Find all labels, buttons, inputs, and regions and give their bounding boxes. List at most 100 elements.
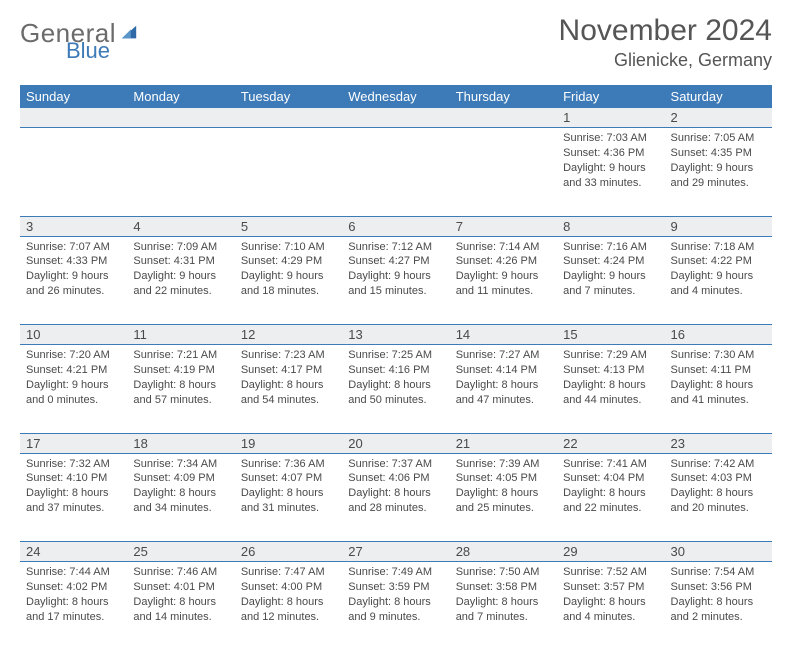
day-day2: and 11 minutes. xyxy=(456,284,551,299)
day-day1: Daylight: 8 hours xyxy=(348,378,443,393)
day-details: Sunrise: 7:44 AMSunset: 4:02 PMDaylight:… xyxy=(20,562,127,628)
weekday-header: Sunday xyxy=(20,85,127,108)
day-sunrise: Sunrise: 7:52 AM xyxy=(563,565,658,580)
day-number: 25 xyxy=(127,541,234,561)
day-number-cell: 18 xyxy=(127,433,234,454)
day-number: 16 xyxy=(665,324,772,344)
day-number-cell: 7 xyxy=(450,216,557,237)
day-day2: and 33 minutes. xyxy=(563,176,658,191)
day-number: 14 xyxy=(450,324,557,344)
day-sunrise: Sunrise: 7:41 AM xyxy=(563,457,658,472)
day-number: 10 xyxy=(20,324,127,344)
day-content-cell xyxy=(450,128,557,216)
day-sunset: Sunset: 4:22 PM xyxy=(671,254,766,269)
day-sunrise: Sunrise: 7:46 AM xyxy=(133,565,228,580)
day-number: 3 xyxy=(20,216,127,236)
day-day1: Daylight: 8 hours xyxy=(348,595,443,610)
day-number: 18 xyxy=(127,433,234,453)
day-content-cell: Sunrise: 7:37 AMSunset: 4:06 PMDaylight:… xyxy=(342,453,449,541)
day-number-cell: 3 xyxy=(20,216,127,237)
day-day1: Daylight: 9 hours xyxy=(26,269,121,284)
day-content-cell: Sunrise: 7:27 AMSunset: 4:14 PMDaylight:… xyxy=(450,345,557,433)
weekday-header: Tuesday xyxy=(235,85,342,108)
day-content-cell: Sunrise: 7:07 AMSunset: 4:33 PMDaylight:… xyxy=(20,236,127,324)
day-sunrise: Sunrise: 7:49 AM xyxy=(348,565,443,580)
day-number-cell: 4 xyxy=(127,216,234,237)
day-number-cell: 2 xyxy=(665,108,772,128)
day-details: Sunrise: 7:09 AMSunset: 4:31 PMDaylight:… xyxy=(127,237,234,303)
day-sunrise: Sunrise: 7:27 AM xyxy=(456,348,551,363)
day-content-cell: Sunrise: 7:42 AMSunset: 4:03 PMDaylight:… xyxy=(665,453,772,541)
day-sunrise: Sunrise: 7:14 AM xyxy=(456,240,551,255)
week-daynum-row: 10111213141516 xyxy=(20,324,772,345)
day-sunrise: Sunrise: 7:30 AM xyxy=(671,348,766,363)
day-number: 15 xyxy=(557,324,664,344)
day-sunset: Sunset: 4:31 PM xyxy=(133,254,228,269)
day-number-cell: 29 xyxy=(557,541,664,562)
day-sunrise: Sunrise: 7:54 AM xyxy=(671,565,766,580)
day-number: 29 xyxy=(557,541,664,561)
day-sunrise: Sunrise: 7:44 AM xyxy=(26,565,121,580)
day-day2: and 26 minutes. xyxy=(26,284,121,299)
day-content-cell: Sunrise: 7:23 AMSunset: 4:17 PMDaylight:… xyxy=(235,345,342,433)
calendar-table: Sunday Monday Tuesday Wednesday Thursday… xyxy=(20,85,772,650)
day-sunset: Sunset: 4:19 PM xyxy=(133,363,228,378)
day-number-cell: 16 xyxy=(665,324,772,345)
day-details: Sunrise: 7:49 AMSunset: 3:59 PMDaylight:… xyxy=(342,562,449,628)
day-number-cell: 12 xyxy=(235,324,342,345)
day-content-cell xyxy=(127,128,234,216)
day-number-cell: 17 xyxy=(20,433,127,454)
day-content-cell: Sunrise: 7:32 AMSunset: 4:10 PMDaylight:… xyxy=(20,453,127,541)
day-sunrise: Sunrise: 7:12 AM xyxy=(348,240,443,255)
day-content-cell: Sunrise: 7:12 AMSunset: 4:27 PMDaylight:… xyxy=(342,236,449,324)
brand-logo: General Blue xyxy=(20,14,138,62)
day-number-cell: 28 xyxy=(450,541,557,562)
day-content-cell: Sunrise: 7:03 AMSunset: 4:36 PMDaylight:… xyxy=(557,128,664,216)
day-content-cell: Sunrise: 7:21 AMSunset: 4:19 PMDaylight:… xyxy=(127,345,234,433)
day-sunset: Sunset: 4:14 PM xyxy=(456,363,551,378)
day-sunset: Sunset: 3:57 PM xyxy=(563,580,658,595)
day-sunrise: Sunrise: 7:25 AM xyxy=(348,348,443,363)
day-day2: and 54 minutes. xyxy=(241,393,336,408)
day-number-cell: 19 xyxy=(235,433,342,454)
day-sunset: Sunset: 4:11 PM xyxy=(671,363,766,378)
day-details: Sunrise: 7:21 AMSunset: 4:19 PMDaylight:… xyxy=(127,345,234,411)
day-number: 17 xyxy=(20,433,127,453)
day-details: Sunrise: 7:30 AMSunset: 4:11 PMDaylight:… xyxy=(665,345,772,411)
day-day1: Daylight: 9 hours xyxy=(563,161,658,176)
day-number: 9 xyxy=(665,216,772,236)
day-day1: Daylight: 9 hours xyxy=(348,269,443,284)
day-sunset: Sunset: 4:27 PM xyxy=(348,254,443,269)
day-number-empty xyxy=(127,108,234,127)
day-number-cell: 20 xyxy=(342,433,449,454)
day-day1: Daylight: 8 hours xyxy=(133,595,228,610)
day-sunrise: Sunrise: 7:21 AM xyxy=(133,348,228,363)
day-day2: and 18 minutes. xyxy=(241,284,336,299)
day-number: 2 xyxy=(665,108,772,127)
day-number: 13 xyxy=(342,324,449,344)
day-day1: Daylight: 9 hours xyxy=(241,269,336,284)
day-details: Sunrise: 7:12 AMSunset: 4:27 PMDaylight:… xyxy=(342,237,449,303)
day-sunset: Sunset: 4:10 PM xyxy=(26,471,121,486)
day-sunrise: Sunrise: 7:05 AM xyxy=(671,131,766,146)
day-number-cell: 1 xyxy=(557,108,664,128)
day-number: 26 xyxy=(235,541,342,561)
day-sunrise: Sunrise: 7:10 AM xyxy=(241,240,336,255)
day-content-cell: Sunrise: 7:10 AMSunset: 4:29 PMDaylight:… xyxy=(235,236,342,324)
day-content-cell: Sunrise: 7:49 AMSunset: 3:59 PMDaylight:… xyxy=(342,562,449,650)
day-details: Sunrise: 7:05 AMSunset: 4:35 PMDaylight:… xyxy=(665,128,772,194)
day-day2: and 57 minutes. xyxy=(133,393,228,408)
day-sunset: Sunset: 4:16 PM xyxy=(348,363,443,378)
brand-word2: Blue xyxy=(66,40,138,62)
day-content-cell: Sunrise: 7:47 AMSunset: 4:00 PMDaylight:… xyxy=(235,562,342,650)
day-content-cell: Sunrise: 7:25 AMSunset: 4:16 PMDaylight:… xyxy=(342,345,449,433)
day-day2: and 29 minutes. xyxy=(671,176,766,191)
day-sunset: Sunset: 3:58 PM xyxy=(456,580,551,595)
day-sunset: Sunset: 4:04 PM xyxy=(563,471,658,486)
day-sunset: Sunset: 4:21 PM xyxy=(26,363,121,378)
day-number-cell: 30 xyxy=(665,541,772,562)
day-sunset: Sunset: 4:17 PM xyxy=(241,363,336,378)
day-details: Sunrise: 7:16 AMSunset: 4:24 PMDaylight:… xyxy=(557,237,664,303)
day-sunset: Sunset: 4:09 PM xyxy=(133,471,228,486)
week-content-row: Sunrise: 7:07 AMSunset: 4:33 PMDaylight:… xyxy=(20,236,772,324)
